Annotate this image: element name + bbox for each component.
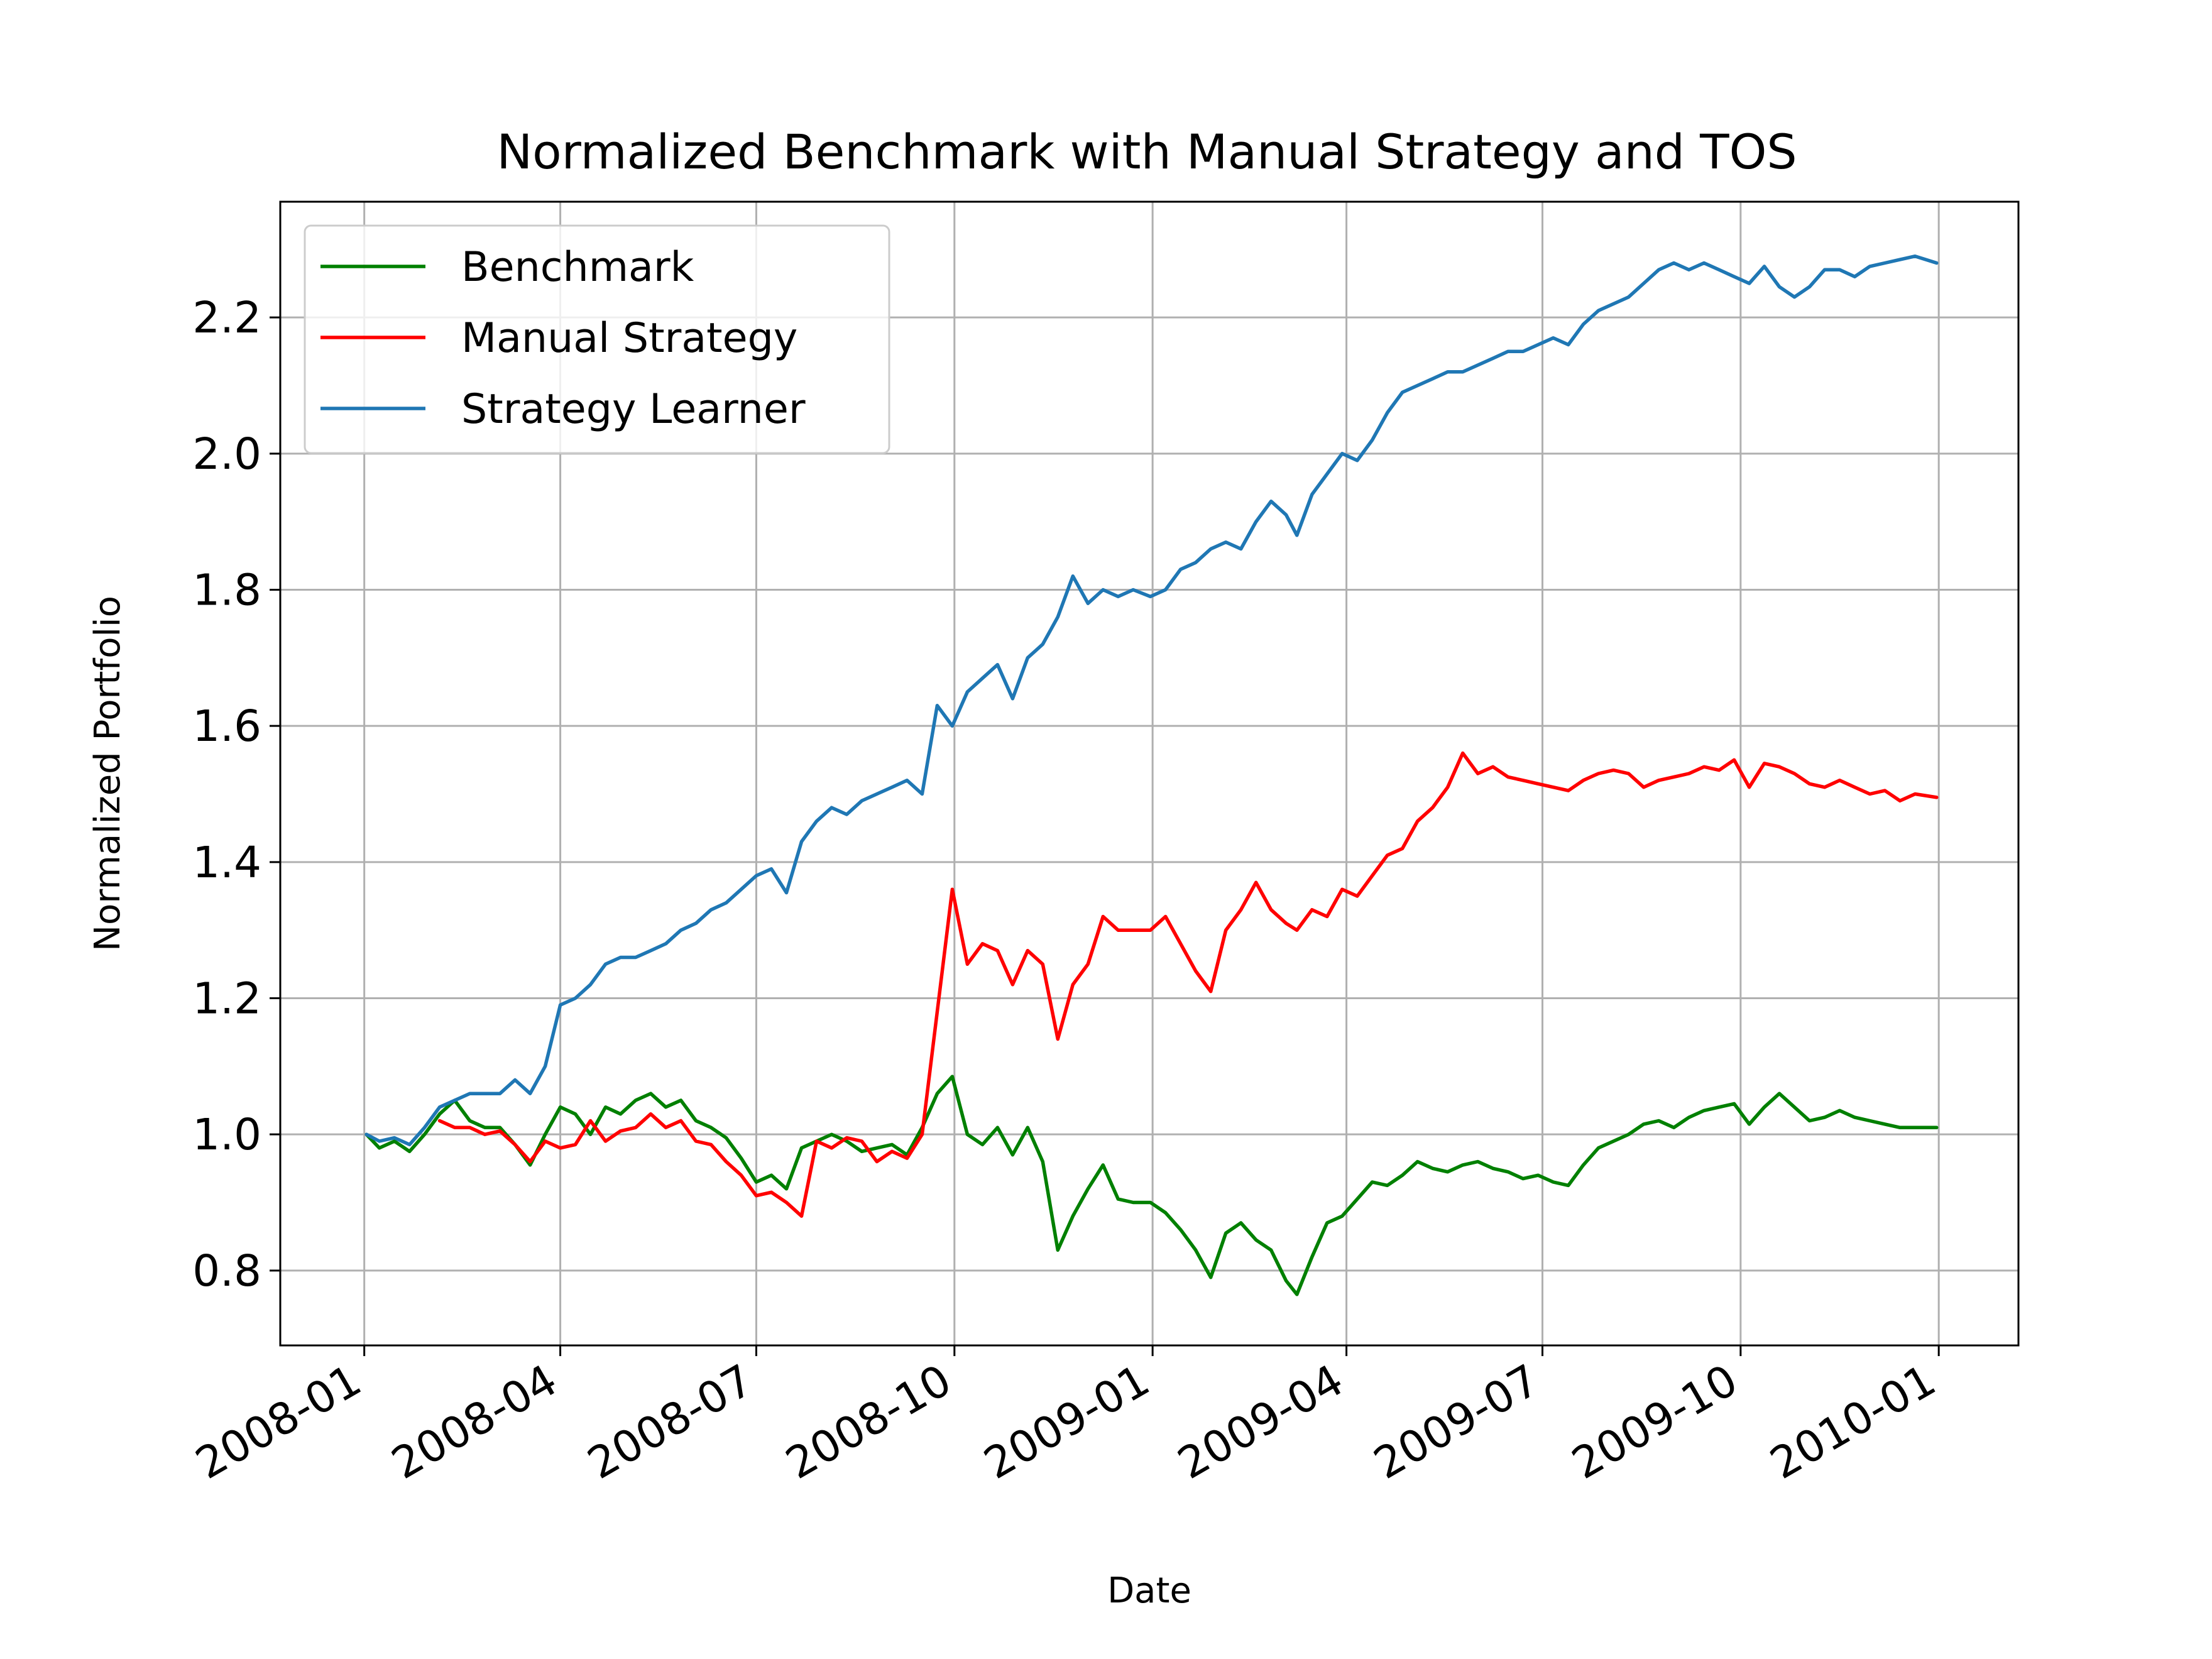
x-tick-label: 2008-10	[778, 1355, 960, 1489]
y-tick-label: 2.2	[192, 293, 261, 343]
legend-box	[304, 224, 890, 454]
y-tick-label: 2.0	[192, 429, 261, 479]
series-line-manual-strategy	[437, 751, 1939, 1218]
series-line-benchmark	[364, 1075, 1939, 1296]
x-tick-label: 2009-07	[1366, 1355, 1548, 1489]
y-tick-label: 1.0	[192, 1110, 261, 1160]
y-tick-label: 1.6	[192, 701, 261, 752]
x-tick-label: 2010-01	[1762, 1355, 1944, 1489]
legend-label: Benchmark	[461, 244, 694, 291]
series-line-strategy-learner	[364, 254, 1939, 1147]
y-tick-label: 1.2	[192, 974, 261, 1024]
x-tick-label: 2009-04	[1169, 1355, 1352, 1489]
y-tick-label: 0.8	[192, 1246, 261, 1296]
y-axis-label: Normalized Portfolio	[87, 596, 128, 951]
legend-label: Strategy Learner	[461, 386, 806, 433]
x-tick-label: 2008-04	[383, 1355, 566, 1489]
x-tick-label: 2008-07	[579, 1355, 762, 1489]
x-tick-label: 2008-01	[187, 1355, 370, 1489]
series-lines	[364, 254, 1939, 1296]
y-axis: 0.8 1.0 1.2 1.4 1.6 1.8 2.0 2.2	[192, 293, 280, 1296]
x-axis: 2008-01 2008-04 2008-07 2008-10 2009-01 2009-…	[187, 1345, 1944, 1489]
legend: Benchmark Manual Strategy Strategy Learner	[304, 224, 890, 454]
y-tick-label: 1.4	[192, 838, 261, 888]
x-axis-label: Date	[1107, 1570, 1191, 1611]
grid	[280, 202, 2018, 1345]
plot-frame	[279, 200, 2020, 1347]
legend-label: Manual Strategy	[461, 315, 797, 362]
x-tick-label: 2009-01	[976, 1355, 1158, 1489]
y-tick-label: 1.8	[192, 566, 261, 616]
chart-title: Normalized Benchmark with Manual Strateg…	[496, 124, 1797, 180]
x-tick-label: 2009-10	[1564, 1355, 1746, 1489]
